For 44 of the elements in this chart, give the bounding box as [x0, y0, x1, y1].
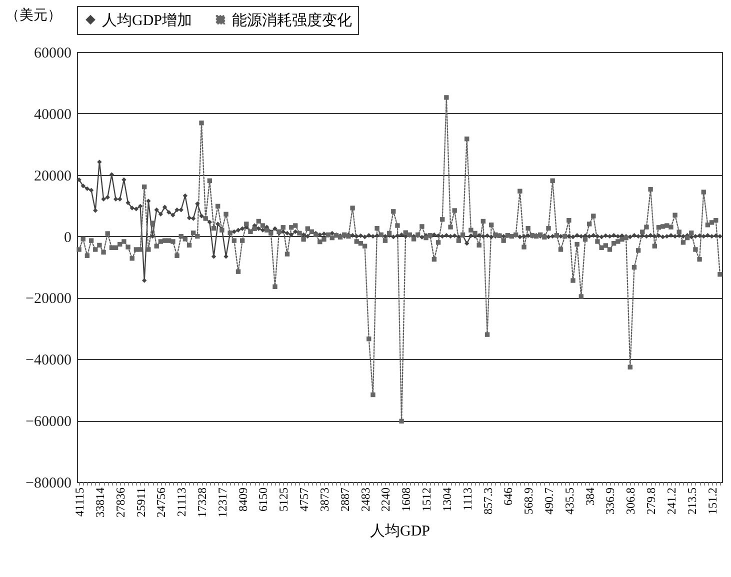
x-tick-label: 6150 — [256, 488, 270, 512]
x-tick-label: 17328 — [195, 488, 210, 518]
legend-label: 人均GDP增加 — [102, 12, 192, 29]
x-tick-label: 25911 — [134, 488, 148, 518]
y-tick-label: −20000 — [26, 291, 72, 308]
x-tick-label: 1113 — [460, 488, 474, 511]
x-tick-label: 2483 — [358, 488, 372, 512]
x-tick-label: 1608 — [399, 488, 414, 512]
x-tick-label: 213.5 — [684, 488, 699, 514]
x-tick-label: 857.3 — [480, 488, 495, 514]
x-tick-label: 4757 — [297, 488, 312, 512]
x-tick-label: 279.8 — [644, 488, 658, 514]
y-tick-label: 40000 — [34, 106, 72, 123]
x-tick-label: 646 — [501, 488, 516, 506]
x-tick-label: 241.2 — [664, 488, 678, 514]
y-axis-title: （美元） — [6, 8, 62, 24]
y-tick-label: −40000 — [26, 352, 72, 369]
x-tick-label: 568.9 — [522, 488, 536, 514]
y-tick-label: 60000 — [34, 46, 72, 62]
x-tick-label: 5125 — [276, 488, 291, 512]
x-tick-label: 27836 — [113, 488, 128, 518]
legend-label: 能源消耗强度变化 — [232, 12, 352, 29]
x-tick-label: 306.8 — [624, 488, 638, 514]
x-axis-title: 人均GDP — [370, 522, 430, 540]
x-tick-label: 1304 — [440, 488, 454, 512]
x-tick-label: 435.5 — [562, 488, 576, 514]
x-tick-label: 384 — [582, 488, 597, 506]
x-tick-label: 12317 — [215, 488, 230, 518]
x-tick-label: 8409 — [236, 488, 250, 512]
x-tick-label: 3873 — [317, 488, 332, 512]
x-tick-label: 336.9 — [603, 488, 618, 514]
x-tick-label: 2240 — [378, 488, 393, 512]
x-tick-label: 24756 — [154, 488, 168, 518]
x-tick-label: 41115 — [72, 488, 87, 517]
x-tick-label: 490.7 — [542, 488, 556, 514]
x-tick-label: 2887 — [338, 488, 352, 512]
y-tick-label: −80000 — [26, 476, 72, 492]
x-tick-label: 151.2 — [705, 488, 720, 514]
x-tick-label: 33814 — [92, 488, 107, 518]
x-tick-label: 21113 — [174, 488, 189, 517]
y-tick-label: 0 — [64, 230, 72, 246]
y-tick-label: 20000 — [34, 168, 72, 184]
x-tick-label: 1512 — [420, 488, 434, 512]
y-tick-label: −60000 — [26, 414, 72, 430]
